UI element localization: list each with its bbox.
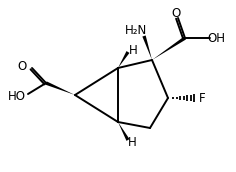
- Text: O: O: [171, 7, 181, 19]
- Text: HO: HO: [8, 89, 26, 103]
- Polygon shape: [152, 36, 186, 60]
- Polygon shape: [118, 122, 130, 141]
- Polygon shape: [118, 51, 130, 68]
- Text: H: H: [129, 44, 137, 56]
- Text: H: H: [128, 137, 136, 149]
- Text: F: F: [199, 92, 205, 105]
- Polygon shape: [45, 81, 75, 95]
- Polygon shape: [142, 35, 152, 60]
- Text: H₂N: H₂N: [125, 24, 147, 36]
- Text: OH: OH: [207, 31, 225, 45]
- Text: O: O: [17, 60, 27, 73]
